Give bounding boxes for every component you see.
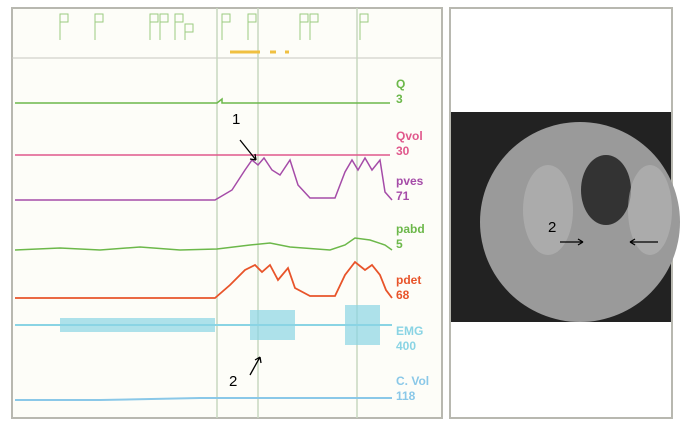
channel-name: Q <box>396 77 405 91</box>
emg-burst <box>345 305 380 345</box>
channel-value: 30 <box>396 144 410 158</box>
channel-value: 400 <box>396 339 416 353</box>
channel-value: 71 <box>396 189 410 203</box>
channel-name: EMG <box>396 324 423 338</box>
annotation: 1 <box>232 111 240 128</box>
channel-name: pves <box>396 174 424 188</box>
annotation: 2 <box>229 373 237 390</box>
bladder <box>581 155 631 225</box>
channel-name: pdet <box>396 273 421 287</box>
channel-value: 68 <box>396 288 410 302</box>
channel-name: pabd <box>396 222 425 236</box>
screenshot: 1 2 2 Q3 Qvol30 pves71 pabd5 pdet68 EMG400 C. … <box>0 0 682 423</box>
trace-panel <box>12 8 442 418</box>
figure: 1 2 2 Q3 Qvol30 pves71 pabd5 pdet68 EMG400 C. … <box>0 0 682 423</box>
channel-name: C. Vol <box>396 374 429 388</box>
annotation: 2 <box>548 219 556 236</box>
emg-burst <box>250 310 295 340</box>
channel-value: 118 <box>396 389 416 403</box>
channel-value: 3 <box>396 92 403 106</box>
channel-value: 5 <box>396 237 403 251</box>
emg-burst <box>60 318 215 332</box>
channel-name: Qvol <box>396 129 423 143</box>
